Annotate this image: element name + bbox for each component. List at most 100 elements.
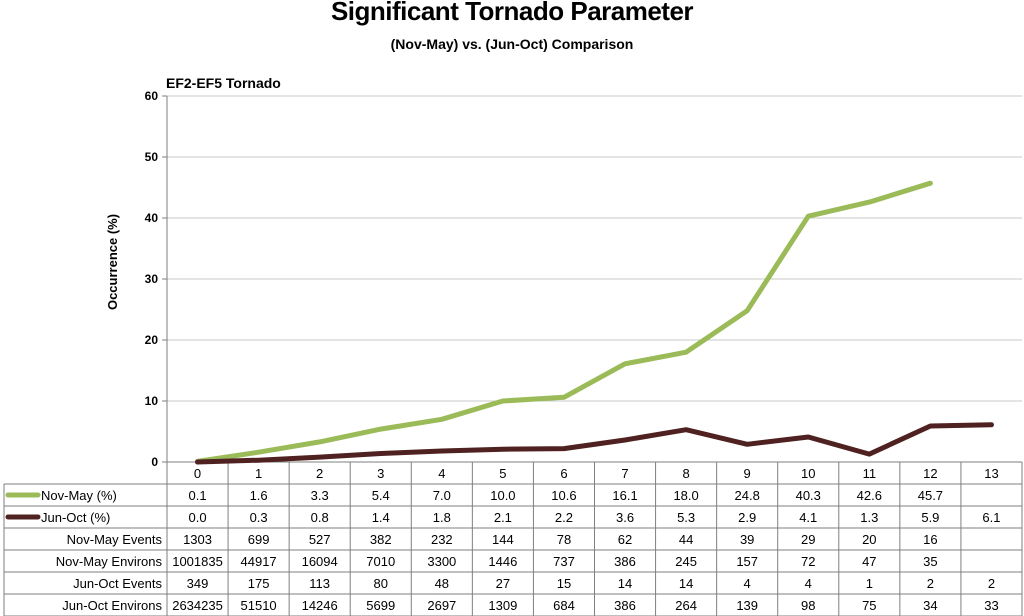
x-tick-label: 6 (560, 466, 567, 481)
table-cell: 78 (557, 532, 571, 547)
x-tick-label: 3 (377, 466, 384, 481)
table-cell: 98 (801, 598, 815, 613)
table-row-header: Nov-May Environs (56, 554, 163, 569)
data-point (806, 434, 811, 439)
data-point (256, 458, 261, 463)
x-tick-label: 0 (194, 466, 201, 481)
table-cell: 4.1 (799, 510, 817, 525)
x-tick-label: 9 (744, 466, 751, 481)
table-cell: 15 (557, 576, 571, 591)
chart-title: EF2-EF5 Tornado (166, 75, 281, 91)
data-point (989, 422, 994, 427)
table-cell: 51510 (241, 598, 277, 613)
table-cell: 3.6 (616, 510, 634, 525)
legend-label: Jun-Oct (%) (41, 510, 110, 525)
table-cell: 80 (374, 576, 388, 591)
table-cell: 10.6 (551, 488, 576, 503)
table-cell: 527 (309, 532, 331, 547)
table-cell: 1.6 (250, 488, 268, 503)
table-cell: 2634235 (172, 598, 223, 613)
table-cell: 16 (923, 532, 937, 547)
data-point (500, 399, 505, 403)
x-tick-label: 1 (255, 466, 262, 481)
table-cell: 5699 (366, 598, 395, 613)
data-point (561, 446, 566, 451)
table-cell: 1001835 (172, 554, 223, 569)
table-cell: 0.8 (311, 510, 329, 525)
table-cell: 62 (618, 532, 632, 547)
table-cell: 1.4 (372, 510, 390, 525)
x-tick-label: 7 (621, 466, 628, 481)
y-tick-label: 60 (145, 89, 159, 103)
table-cell: 48 (435, 576, 449, 591)
data-point (745, 308, 750, 313)
x-tick-label: 5 (499, 466, 506, 481)
table-cell: 42.6 (857, 488, 882, 503)
table-cell: 113 (309, 576, 330, 591)
table-cell: 684 (553, 598, 575, 613)
y-axis-label: Occurrence (%) (105, 214, 120, 310)
table-cell: 7010 (366, 554, 395, 569)
data-point (806, 214, 811, 219)
data-point (378, 427, 383, 432)
y-tick-label: 10 (145, 394, 159, 408)
table-cell: 386 (614, 554, 636, 569)
table-cell: 14246 (302, 598, 338, 613)
table-cell: 1.8 (433, 510, 451, 525)
table-cell: 5.4 (372, 488, 390, 503)
legend-label: Nov-May (%) (41, 488, 117, 503)
table-cell: 35 (923, 554, 937, 569)
table-cell: 349 (187, 576, 209, 591)
table-cell: 1309 (488, 598, 517, 613)
table-cell: 45.7 (918, 488, 943, 503)
data-point (378, 451, 383, 456)
data-point (500, 447, 505, 452)
table-cell: 1303 (183, 532, 212, 547)
table-row-header: Jun-Oct Events (73, 576, 162, 591)
table-cell: 2.1 (494, 510, 512, 525)
table-cell: 6.1 (982, 510, 1000, 525)
table-cell: 47 (862, 554, 876, 569)
table-cell: 5.3 (677, 510, 695, 525)
table-cell: 0.0 (188, 510, 206, 525)
table-cell: 3300 (427, 554, 456, 569)
table-cell: 2 (927, 576, 934, 591)
table-cell: 10.0 (490, 488, 515, 503)
table-cell: 14 (679, 576, 693, 591)
table-cell: 175 (248, 576, 270, 591)
table-cell: 4 (805, 576, 812, 591)
data-point (317, 455, 322, 460)
table-cell: 386 (614, 598, 636, 613)
table-cell: 44917 (241, 554, 277, 569)
table-cell: 24.8 (735, 488, 760, 503)
table-cell: 29 (801, 532, 815, 547)
data-point (928, 424, 933, 429)
y-tick-label: 0 (151, 455, 158, 469)
data-point (439, 417, 444, 422)
data-point (928, 181, 933, 186)
data-point (867, 200, 872, 205)
table-cell: 20 (862, 532, 876, 547)
data-point (439, 449, 444, 454)
data-point (684, 350, 689, 355)
table-cell: 1446 (488, 554, 517, 569)
x-tick-label: 8 (682, 466, 689, 481)
table-cell: 16094 (302, 554, 338, 569)
x-tick-label: 13 (984, 466, 998, 481)
x-tick-label: 11 (863, 466, 877, 481)
table-cell: 2 (988, 576, 995, 591)
y-tick-label: 50 (145, 150, 159, 164)
data-point (256, 450, 261, 455)
data-point (317, 439, 322, 444)
table-cell: 5.9 (921, 510, 939, 525)
table-cell: 0.3 (250, 510, 268, 525)
table-cell: 144 (492, 532, 514, 547)
table-cell: 1.3 (860, 510, 878, 525)
table-cell: 699 (248, 532, 270, 547)
table-cell: 157 (736, 554, 758, 569)
table-cell: 75 (862, 598, 876, 613)
y-tick-label: 30 (145, 272, 159, 286)
table-cell: 34 (923, 598, 937, 613)
table-cell: 7.0 (433, 488, 451, 503)
